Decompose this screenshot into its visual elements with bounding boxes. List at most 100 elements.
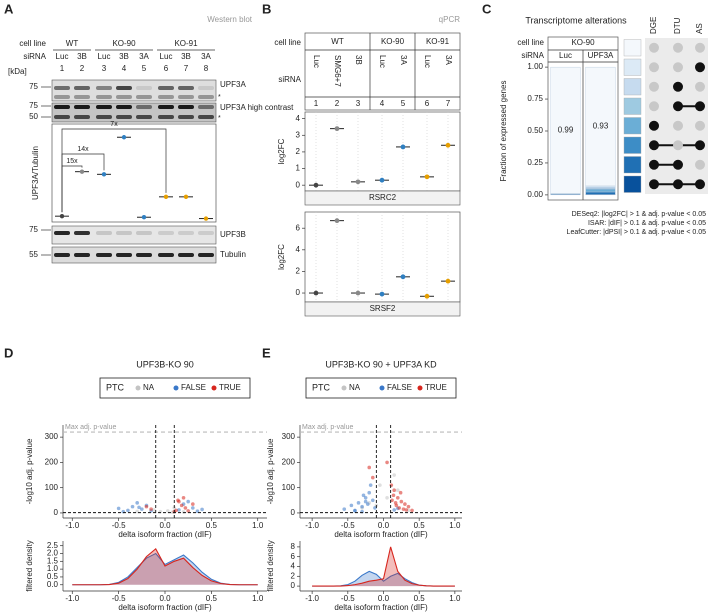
max-line-label: Max adj. p-value	[65, 424, 116, 431]
matrix-dot	[695, 140, 705, 151]
density-fill	[312, 571, 455, 587]
matrix-column-label: AS	[695, 23, 704, 34]
legend-marker	[173, 385, 179, 391]
y-tick-label: 2	[296, 267, 301, 276]
point	[186, 499, 190, 504]
matrix-bg	[645, 38, 708, 194]
point	[181, 510, 186, 514]
y-axis-label: -log10 adj. p-value	[25, 438, 34, 504]
kda-marker: 55	[29, 250, 38, 259]
dot	[424, 293, 430, 299]
group-label: WT	[331, 37, 344, 46]
point	[368, 483, 373, 487]
blot-band	[116, 253, 132, 257]
blot-band	[96, 253, 112, 257]
criteria-note: LeafCutter: |dPSI| > 0.1 & adj. p-value …	[567, 229, 707, 236]
blot-band	[116, 86, 132, 90]
point	[353, 509, 357, 513]
point	[140, 507, 144, 511]
blot-band	[96, 231, 112, 235]
x-tick-label: -0.5	[112, 594, 126, 603]
data-label: 0.93	[593, 122, 609, 131]
bar-segment	[585, 66, 616, 187]
blot-band	[74, 231, 90, 235]
dot	[101, 172, 107, 177]
legend-label: FALSE	[387, 383, 412, 392]
x-tick-label: 1.0	[252, 521, 264, 530]
legend-label: FALSE	[181, 383, 206, 392]
point	[177, 508, 181, 512]
sirna-label: 3B	[354, 55, 363, 65]
x-tick-label: -1.0	[65, 521, 79, 530]
kda-marker: 75	[29, 82, 38, 91]
blot-label: UPF3A	[220, 80, 246, 89]
panel-label: D	[4, 345, 13, 360]
blot-band	[136, 253, 152, 257]
y-tick-label: 2.5	[47, 541, 59, 550]
density-fill	[312, 546, 455, 587]
point	[392, 508, 397, 512]
y-tick-label: 2.0	[47, 549, 59, 558]
dot	[400, 144, 406, 150]
dot	[379, 177, 385, 183]
legend-title: PTC	[106, 382, 125, 392]
point	[378, 483, 382, 487]
blot-band	[136, 115, 152, 119]
row-label: siRNA	[521, 51, 544, 60]
blot-band	[198, 105, 214, 109]
point	[370, 475, 375, 480]
blot	[51, 102, 217, 123]
blot-label: UPF3B	[220, 230, 246, 239]
source-note: qPCR	[439, 15, 461, 24]
matrix-dot	[673, 120, 683, 131]
blot-band	[198, 95, 214, 99]
blot-band	[116, 231, 132, 235]
x-tick-label: 0.0	[378, 521, 390, 530]
point	[176, 498, 180, 503]
header-frame	[304, 32, 461, 111]
sirna-label: Luc	[160, 52, 173, 61]
legend-label: NA	[349, 383, 361, 392]
point	[126, 508, 130, 513]
dot	[445, 142, 451, 148]
group-label: WT	[66, 39, 79, 48]
blot-band	[158, 115, 174, 119]
matrix-dot	[673, 42, 683, 53]
fold-label: 7x	[110, 121, 118, 128]
x-tick-label: -1.0	[65, 594, 79, 603]
point	[116, 506, 121, 511]
legend-marker	[341, 385, 347, 391]
dot	[400, 274, 406, 280]
legend-swatch	[623, 175, 642, 193]
kda-marker: 50	[29, 112, 38, 121]
matrix-dot	[649, 42, 659, 53]
sirna-label: Luc	[378, 55, 387, 68]
matrix-column-label: DTU	[673, 17, 682, 34]
dot	[334, 126, 340, 132]
group-label: KO-91	[174, 39, 198, 48]
legend-swatch	[623, 78, 642, 96]
density-line	[72, 547, 258, 586]
chart-title: UPF3B-KO 90	[136, 359, 194, 369]
panel-label: A	[4, 1, 14, 16]
y-tick-label: 100	[282, 483, 296, 492]
y-axis-label: log2FC	[277, 244, 286, 270]
y-tick-label: 2	[291, 571, 296, 580]
blot-band	[158, 95, 174, 99]
matrix-dot	[673, 81, 683, 92]
blot-band	[158, 105, 174, 109]
x-axis-label: delta isoform fraction (dIF)	[118, 530, 212, 539]
blot-label: Tubulin	[220, 250, 246, 259]
matrix-dot	[695, 159, 705, 170]
sirna-label: Luc	[423, 55, 432, 68]
legend-marker	[135, 385, 141, 391]
point	[392, 473, 397, 477]
sirna-label: 3B	[77, 52, 87, 61]
blot-label: UPF3A high contrast	[220, 103, 294, 112]
lane-number: 7	[446, 99, 451, 108]
bar-segment	[585, 187, 616, 189]
x-tick-label: 0.0	[159, 521, 171, 530]
y-tick-label: 4	[291, 562, 296, 571]
y-axis-label: filtered density	[266, 540, 275, 592]
